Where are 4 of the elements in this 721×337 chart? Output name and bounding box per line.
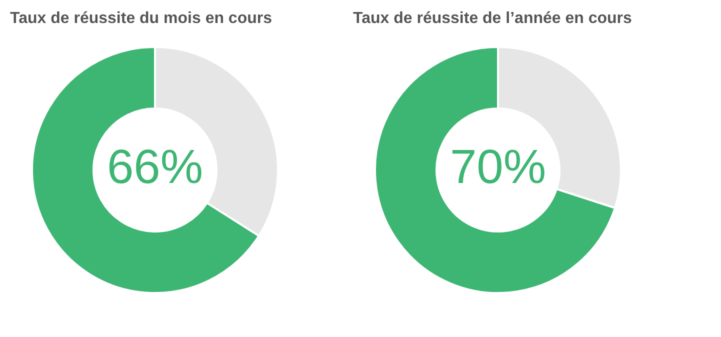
chart-title: Taux de réussite du mois en cours [10,10,272,28]
text: 66% [106,141,204,194]
chart-title: Taux de réussite de l’année en cours [353,10,632,28]
text: 70% [450,141,546,194]
